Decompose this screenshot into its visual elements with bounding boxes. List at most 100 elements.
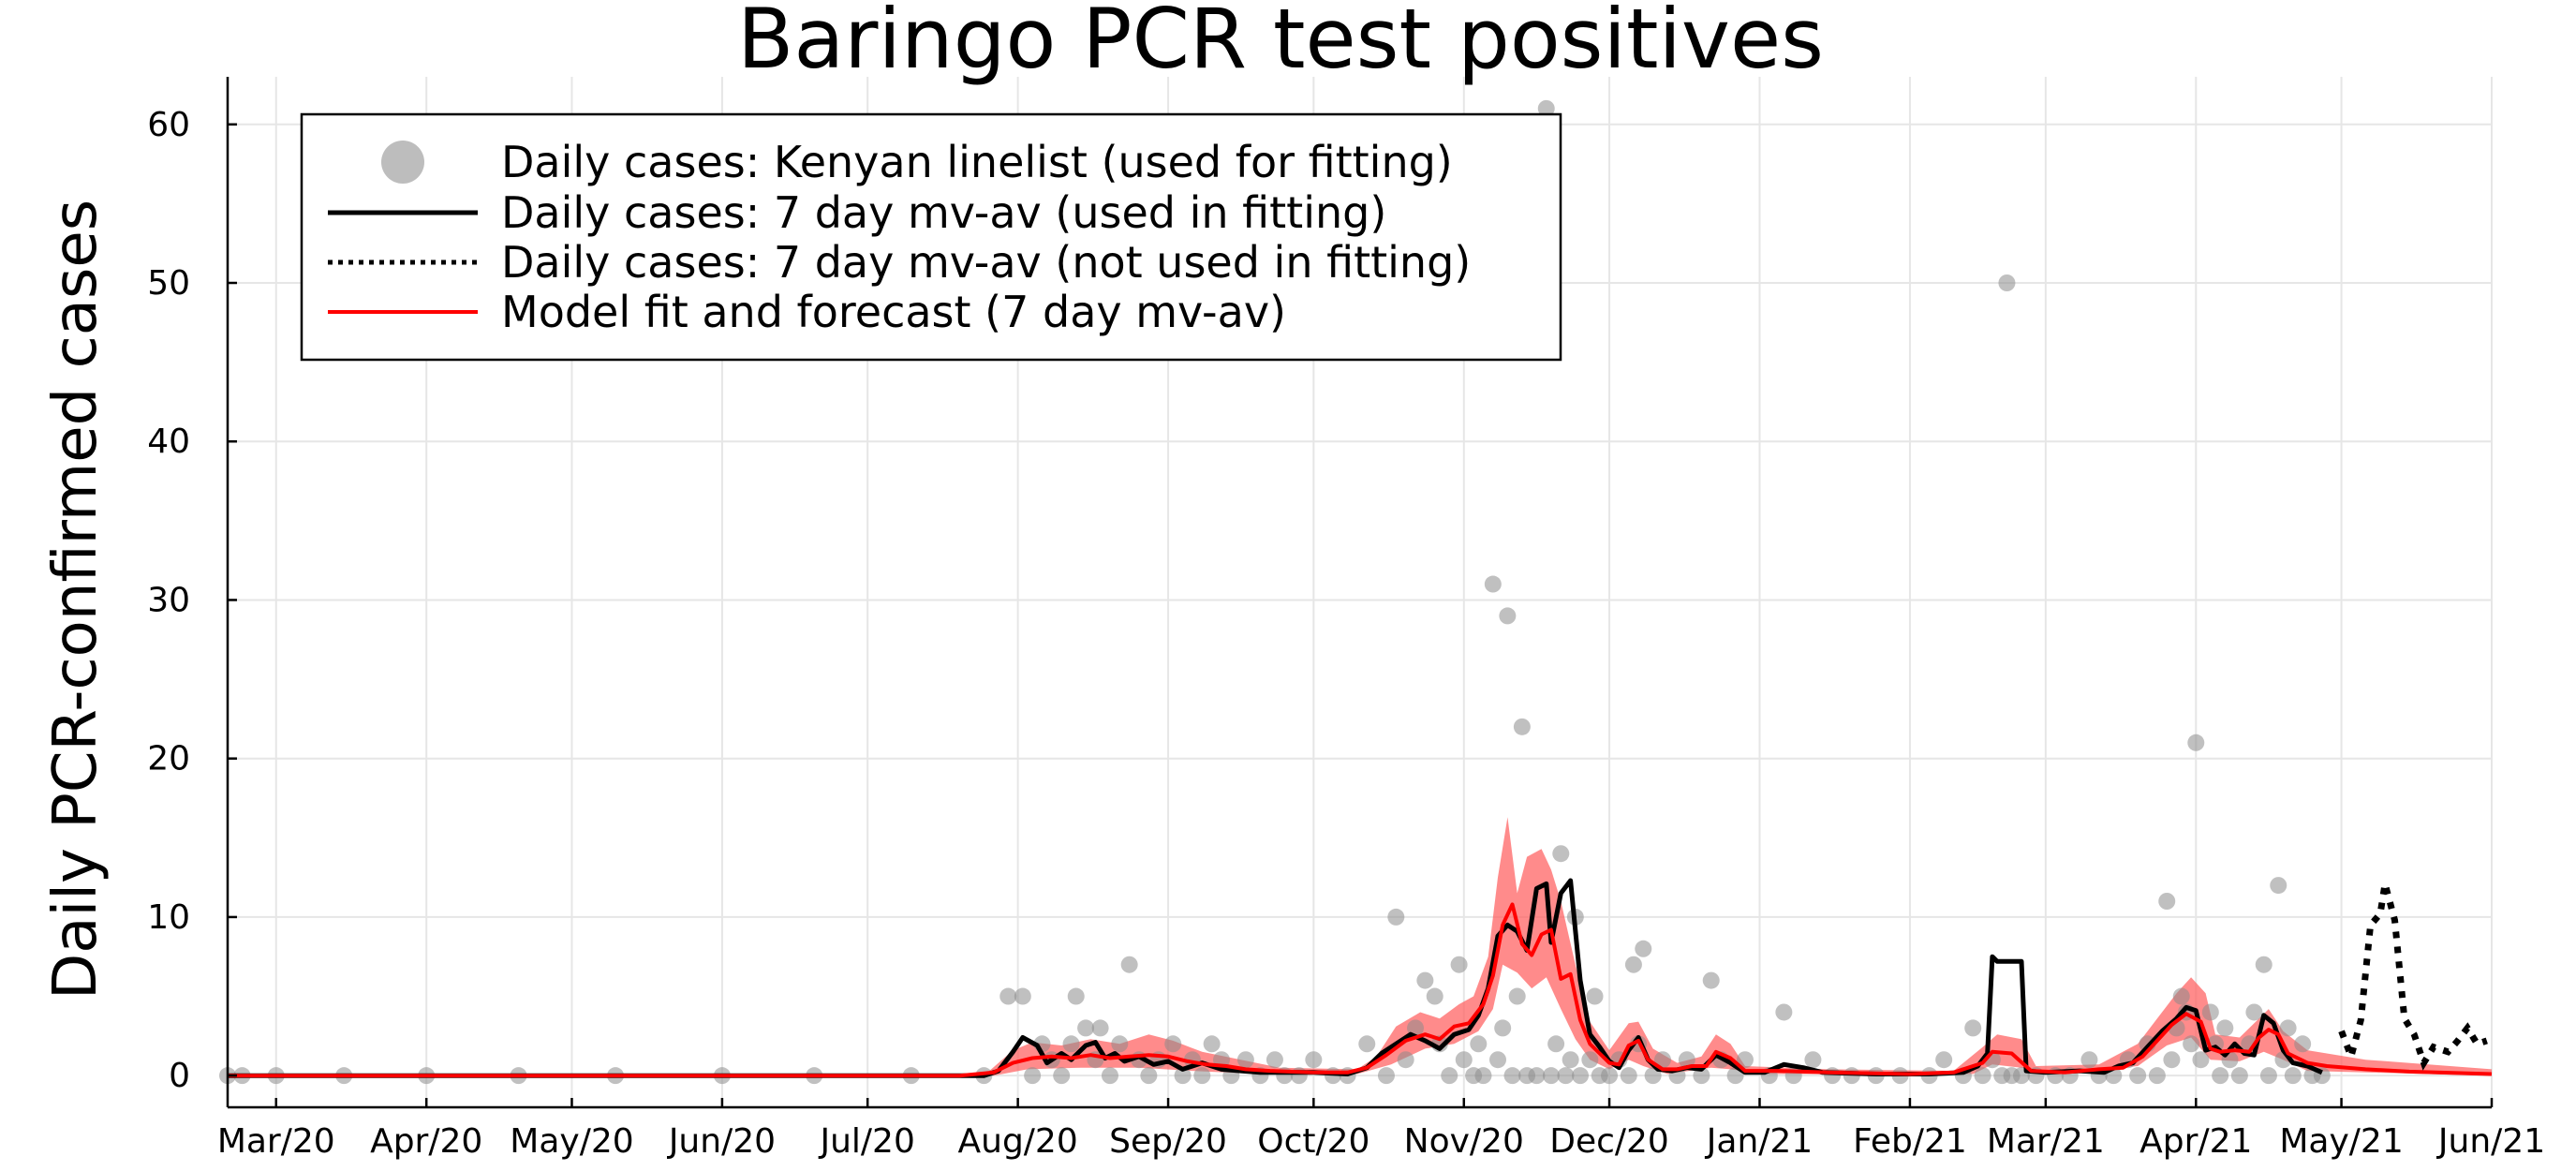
data-point: [1489, 1051, 1507, 1069]
x-tick-label: Jun/21: [2436, 1122, 2545, 1161]
x-tick-label: Aug/20: [958, 1122, 1078, 1161]
model-uncertainty-band: [228, 817, 2492, 1076]
data-point: [2259, 1067, 2277, 1085]
data-point: [1508, 987, 1526, 1005]
data-point: [1426, 987, 1443, 1005]
x-tick-label: Sep/20: [1109, 1122, 1227, 1161]
scatter-layer: [219, 99, 2331, 1085]
data-point: [1236, 1051, 1254, 1069]
data-point: [2172, 987, 2190, 1005]
data-point: [2255, 956, 2273, 973]
data-point: [2201, 1003, 2219, 1021]
data-point: [1702, 971, 1720, 989]
data-point: [1455, 1051, 1473, 1069]
data-point: [1571, 1067, 1589, 1085]
data-point: [1101, 1067, 1118, 1085]
x-tick-label: Apr/20: [370, 1122, 482, 1161]
data-point: [1377, 1067, 1395, 1085]
data-point: [1998, 274, 2016, 291]
chart-title: Baringo PCR test positives: [737, 0, 1824, 87]
y-tick-label: 30: [147, 581, 190, 619]
data-point: [2148, 1067, 2166, 1085]
data-point: [2212, 1067, 2229, 1085]
data-point: [1305, 1051, 1323, 1069]
data-point: [2284, 1067, 2302, 1085]
x-tick-label: Feb/21: [1853, 1122, 1967, 1161]
y-axis-label: Daily PCR-confirmed cases: [41, 200, 111, 1000]
data-point: [1397, 1051, 1414, 1069]
data-point: [1528, 1067, 1546, 1085]
y-tick-label: 20: [147, 740, 190, 778]
data-point: [1552, 845, 1570, 863]
legend-label: Daily cases: Kenyan linelist (used for f…: [501, 137, 1453, 187]
y-tick-label: 10: [147, 898, 190, 937]
y-tick-label: 50: [147, 264, 190, 303]
x-tick-label: Jun/20: [667, 1122, 776, 1161]
data-point: [1484, 575, 1502, 593]
data-point: [1470, 1035, 1488, 1053]
y-tick-label: 60: [147, 106, 190, 144]
data-point: [1499, 607, 1517, 625]
data-point: [1601, 1067, 1619, 1085]
data-point: [1416, 971, 1434, 989]
data-point: [1964, 1019, 1982, 1037]
data-point: [1474, 1067, 1492, 1085]
line-layer: [228, 878, 2493, 1078]
data-point: [1935, 1051, 1953, 1069]
legend-marker-scatter: [381, 141, 424, 184]
uncertainty-band-layer: [228, 817, 2492, 1076]
data-point: [1053, 1067, 1071, 1085]
data-point: [2279, 1019, 2297, 1037]
data-point: [2230, 1067, 2248, 1085]
data-point: [2216, 1019, 2234, 1037]
data-point: [1557, 1067, 1575, 1085]
data-point: [1494, 1019, 1512, 1037]
data-point: [1441, 1067, 1458, 1085]
data-point: [2294, 1035, 2312, 1053]
data-point: [1974, 1067, 1991, 1085]
data-point: [1620, 1067, 1637, 1085]
data-point: [1624, 956, 1642, 973]
x-tick-label: Dec/20: [1549, 1122, 1669, 1161]
data-point: [1693, 1067, 1710, 1085]
data-point: [1450, 956, 1468, 973]
legend-label: Daily cases: 7 day mv-av (used in fittin…: [501, 187, 1386, 238]
data-point: [1024, 1067, 1042, 1085]
data-point: [1547, 1035, 1565, 1053]
y-tick-label: 0: [169, 1057, 190, 1095]
data-point: [1077, 1019, 1095, 1037]
data-point: [1174, 1067, 1192, 1085]
data-point: [2192, 1051, 2210, 1069]
data-point: [1266, 1051, 1283, 1069]
data-point: [1513, 718, 1531, 735]
data-point: [1290, 1067, 1308, 1085]
data-point: [2183, 1035, 2200, 1053]
data-point: [1062, 1035, 1080, 1053]
x-tick-label: May/21: [2279, 1122, 2403, 1161]
data-point: [1775, 1003, 1793, 1021]
data-point: [1824, 1067, 1842, 1085]
x-tick-label: Oct/20: [1257, 1122, 1369, 1161]
data-point: [1804, 1051, 1822, 1069]
data-point: [2080, 1051, 2098, 1069]
data-point: [1635, 940, 1652, 957]
x-tick-label: Mar/21: [1987, 1122, 2105, 1161]
data-point: [2129, 1067, 2147, 1085]
legend-box: [300, 112, 1562, 362]
legend-label: Model fit and forecast (7 day mv-av): [501, 287, 1286, 337]
data-point: [2163, 1051, 2181, 1069]
y-tick-label: 40: [147, 422, 190, 461]
legend-label: Daily cases: 7 day mv-av (not used in fi…: [501, 237, 1471, 288]
data-point: [2187, 734, 2205, 751]
data-point: [1140, 1067, 1158, 1085]
data-point: [1736, 1051, 1754, 1069]
data-point: [1562, 1051, 1579, 1069]
data-point: [2245, 1003, 2263, 1021]
data-point: [1111, 1035, 1129, 1053]
data-point: [1581, 1051, 1599, 1069]
data-point: [1653, 1051, 1671, 1069]
data-point: [1120, 956, 1138, 973]
x-tick-label: May/20: [510, 1122, 633, 1161]
data-point: [1537, 99, 1555, 117]
data-point: [1358, 1035, 1376, 1053]
